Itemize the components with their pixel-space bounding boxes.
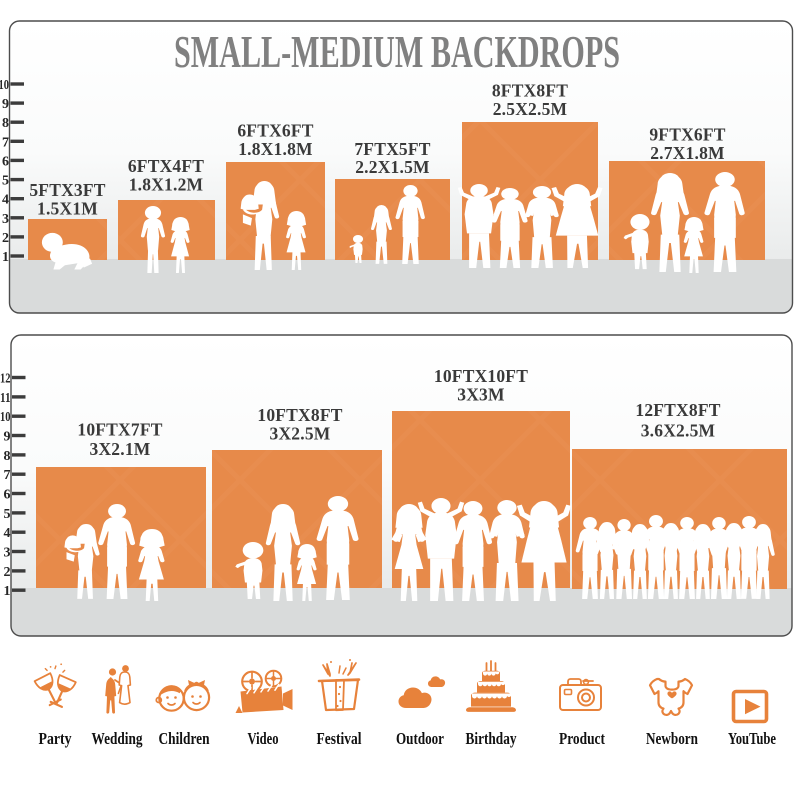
svg-text:2.2X1.5M: 2.2X1.5M bbox=[355, 157, 430, 177]
svg-text:6: 6 bbox=[2, 154, 9, 169]
svg-text:YouTube: YouTube bbox=[728, 729, 776, 748]
svg-text:10FTX8FT: 10FTX8FT bbox=[257, 405, 342, 425]
svg-text:12: 12 bbox=[0, 372, 11, 387]
svg-text:7: 7 bbox=[2, 135, 9, 150]
svg-text:6FTX4FT: 6FTX4FT bbox=[128, 156, 204, 176]
svg-text:9: 9 bbox=[4, 430, 11, 445]
svg-text:Wedding: Wedding bbox=[92, 729, 143, 748]
svg-text:8: 8 bbox=[2, 116, 9, 131]
svg-text:5: 5 bbox=[2, 174, 9, 189]
svg-text:2: 2 bbox=[4, 565, 11, 580]
svg-text:8: 8 bbox=[4, 449, 11, 464]
svg-text:5: 5 bbox=[4, 507, 11, 522]
svg-text:9FTX6FT: 9FTX6FT bbox=[649, 125, 725, 145]
svg-text:3X2.5M: 3X2.5M bbox=[270, 424, 331, 444]
svg-text:4: 4 bbox=[2, 193, 9, 208]
svg-text:1: 1 bbox=[2, 250, 9, 265]
svg-text:Birthday: Birthday bbox=[466, 729, 517, 748]
svg-text:7FTX5FT: 7FTX5FT bbox=[354, 139, 430, 159]
svg-text:10: 10 bbox=[0, 410, 11, 425]
svg-text:6: 6 bbox=[4, 488, 11, 503]
svg-text:1.5X1M: 1.5X1M bbox=[37, 199, 98, 219]
svg-text:1: 1 bbox=[4, 584, 11, 599]
svg-text:9: 9 bbox=[2, 97, 9, 112]
svg-text:SMALL-MEDIUM BACKDROPS: SMALL-MEDIUM BACKDROPS bbox=[174, 26, 620, 77]
svg-text:Video: Video bbox=[248, 729, 279, 748]
svg-text:3: 3 bbox=[4, 546, 11, 561]
svg-text:2.7X1.8M: 2.7X1.8M bbox=[650, 143, 725, 163]
svg-text:Outdoor: Outdoor bbox=[396, 729, 444, 748]
svg-text:3X3M: 3X3M bbox=[457, 385, 505, 405]
svg-text:12FTX8FT: 12FTX8FT bbox=[635, 400, 720, 420]
svg-text:Newborn: Newborn bbox=[646, 729, 698, 748]
svg-text:3.6X2.5M: 3.6X2.5M bbox=[641, 421, 716, 441]
svg-text:Festival: Festival bbox=[317, 729, 362, 748]
svg-text:7: 7 bbox=[4, 468, 11, 483]
svg-text:10FTX10FT: 10FTX10FT bbox=[434, 366, 528, 386]
svg-text:Product: Product bbox=[559, 729, 605, 748]
svg-text:Party: Party bbox=[39, 729, 72, 748]
svg-text:1.8X1.8M: 1.8X1.8M bbox=[238, 139, 313, 159]
svg-text:5FTX3FT: 5FTX3FT bbox=[29, 180, 105, 200]
svg-text:1.8X1.2M: 1.8X1.2M bbox=[129, 175, 204, 195]
svg-text:2.5X2.5M: 2.5X2.5M bbox=[493, 99, 568, 119]
svg-text:4: 4 bbox=[4, 526, 11, 541]
svg-text:3: 3 bbox=[2, 212, 9, 227]
svg-text:3X2.1M: 3X2.1M bbox=[90, 439, 151, 459]
svg-text:6FTX6FT: 6FTX6FT bbox=[237, 121, 313, 141]
svg-text:10: 10 bbox=[0, 78, 9, 93]
svg-text:10FTX7FT: 10FTX7FT bbox=[77, 420, 162, 440]
svg-text:8FTX8FT: 8FTX8FT bbox=[492, 81, 568, 101]
svg-text:2: 2 bbox=[2, 231, 9, 246]
svg-text:11: 11 bbox=[0, 391, 11, 406]
svg-text:Children: Children bbox=[159, 729, 210, 748]
